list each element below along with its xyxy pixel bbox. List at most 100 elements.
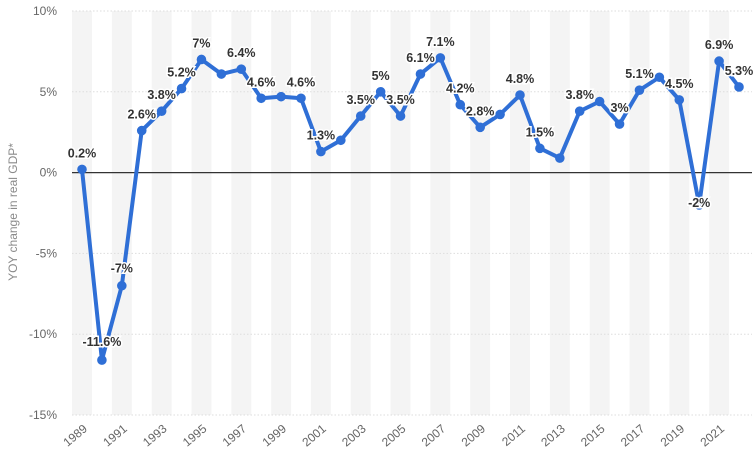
data-label: 4.5% [665, 77, 694, 91]
data-point [455, 99, 466, 110]
background-band [310, 11, 331, 415]
data-label: 0.2% [68, 146, 97, 160]
data-point [674, 95, 685, 105]
data-label: 1.5% [526, 125, 555, 139]
background-band [231, 11, 252, 415]
x-tick-label: 1999 [260, 421, 290, 449]
data-point [614, 119, 625, 129]
data-label: 7.1% [426, 35, 455, 49]
data-label: -2% [688, 196, 710, 210]
y-tick-label: -5% [36, 246, 58, 260]
background-band [151, 11, 172, 415]
data-label: -7% [111, 262, 133, 276]
y-tick-label: 0% [40, 166, 58, 180]
data-label: 2.6% [127, 108, 156, 122]
data-point [117, 280, 127, 291]
series-line [80, 55, 741, 363]
background-band [350, 11, 371, 415]
data-point [77, 164, 87, 175]
data-point [415, 69, 426, 79]
x-tick-label: 2021 [698, 421, 728, 449]
x-tick-label: 2017 [618, 421, 648, 449]
data-labels: 0.2% -11.6% -7% 2.6% 3.8% 5.2% 7% 6.4% 4.6% 4.6% 1… [66, 33, 755, 350]
data-label: 7% [192, 36, 210, 50]
x-tick-label: 2003 [339, 421, 369, 449]
data-label: 4.8% [506, 72, 535, 86]
data-point [336, 135, 346, 146]
data-point [694, 200, 704, 210]
x-tick-label: 1989 [60, 421, 90, 449]
data-point [97, 355, 107, 365]
data-point [535, 143, 545, 154]
x-axis-ticks: 1989 1991 1993 1995 1997 1999 2001 2003 2005 2007… [60, 421, 727, 449]
data-label: 4.2% [446, 82, 475, 96]
data-label: 6.9% [705, 38, 734, 52]
data-point [475, 122, 485, 133]
data-label: 3.8% [147, 88, 176, 102]
series-layer [77, 53, 744, 365]
y-axis-label: YOY change in real GDP* [6, 143, 20, 281]
x-tick-label: 2013 [538, 421, 568, 449]
background-band [72, 11, 92, 415]
data-point [355, 111, 366, 121]
data-point [435, 53, 446, 63]
x-tick-label: 2009 [459, 421, 489, 449]
x-tick-label: 2007 [419, 421, 449, 449]
data-point [594, 96, 605, 107]
background-band [390, 11, 411, 415]
x-tick-label: 2001 [299, 421, 329, 449]
data-label: 3.8% [565, 88, 594, 102]
y-tick-label: 10% [33, 4, 57, 18]
data-label: 4.6% [247, 75, 276, 89]
data-label: 5% [372, 69, 390, 83]
background-band [709, 11, 730, 415]
background-band [430, 11, 451, 415]
background-band [629, 11, 650, 415]
data-point [375, 87, 386, 97]
data-label: 3.5% [386, 93, 415, 107]
y-tick-label: -10% [29, 327, 57, 341]
data-point [515, 90, 525, 100]
data-point [654, 72, 665, 83]
data-point [574, 106, 585, 116]
data-point [395, 111, 406, 121]
x-tick-label: 2011 [499, 421, 528, 449]
x-tick-label: 1995 [180, 421, 210, 449]
data-point [296, 93, 306, 104]
data-point [256, 93, 266, 104]
data-label: 5.1% [625, 67, 654, 81]
x-tick-label: 2019 [658, 421, 688, 449]
data-label: 4.6% [287, 75, 316, 89]
x-tick-label: 1993 [140, 421, 170, 449]
data-label: 5.2% [167, 66, 196, 80]
x-tick-label: 1991 [100, 421, 130, 449]
background-band [549, 11, 570, 415]
data-label: 6.1% [406, 51, 435, 65]
x-tick-label: 2015 [578, 421, 608, 449]
data-point [316, 146, 326, 157]
data-point [276, 91, 286, 102]
data-label: 6.4% [227, 46, 256, 60]
data-point [495, 109, 505, 120]
data-label: -11.6% [82, 335, 121, 349]
data-point [714, 56, 724, 66]
data-label: 3.5% [346, 93, 375, 107]
data-label: 3% [611, 101, 629, 115]
data-label: 1.3% [307, 129, 336, 143]
background-band [589, 11, 610, 415]
data-point [196, 54, 207, 65]
data-point [216, 69, 227, 79]
background-band [669, 11, 690, 415]
background-band [111, 11, 132, 415]
data-point [236, 64, 247, 74]
data-point [634, 85, 645, 95]
background-band [191, 11, 212, 415]
data-point [734, 82, 744, 92]
background-band [470, 11, 491, 415]
data-point [176, 83, 187, 94]
x-tick-label: 2005 [379, 421, 409, 449]
data-point [136, 125, 147, 136]
data-point [156, 106, 167, 116]
y-tick-label: 5% [40, 85, 58, 99]
